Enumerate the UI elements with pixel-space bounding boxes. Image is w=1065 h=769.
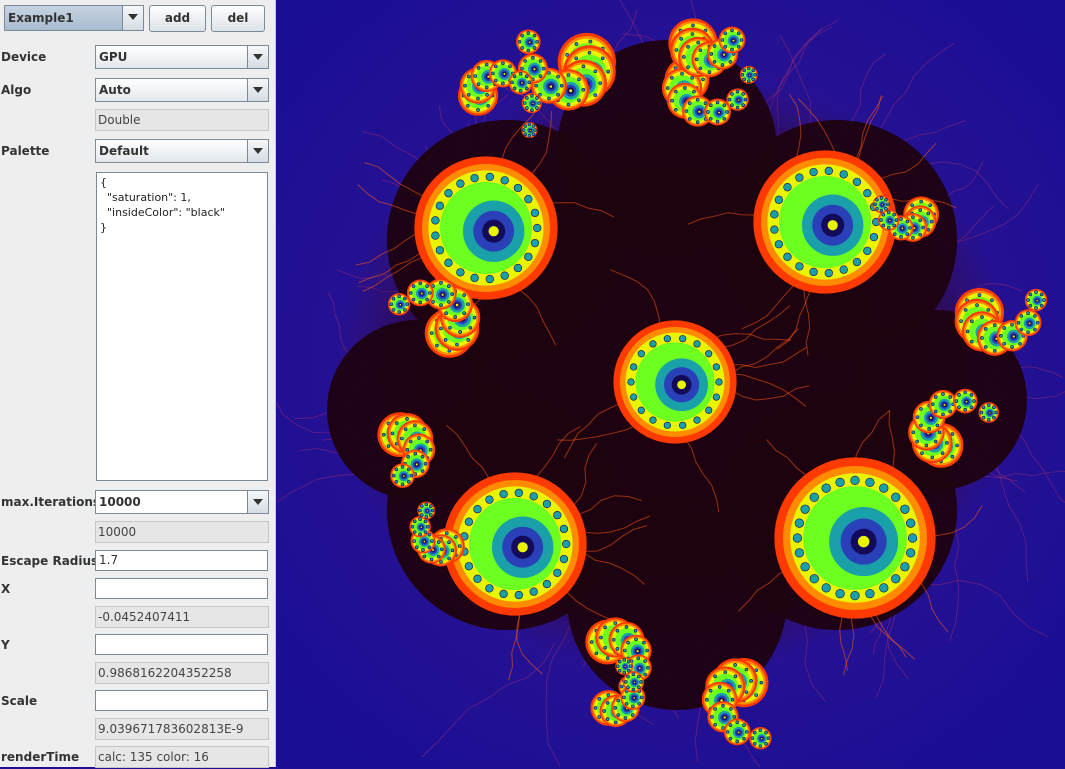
add-button[interactable]: add [149,5,206,32]
render-time-label: renderTime [1,745,79,769]
algo-select[interactable]: Auto [95,78,269,102]
y-display: 0.9868162204352258 [95,662,269,684]
preset-select-value: Example1 [8,6,74,30]
fractal-bulb [522,93,542,113]
chevron-down-icon[interactable] [247,140,268,162]
fractal-bulb [978,402,999,423]
scale-display: 9.039671783602813E-9 [95,718,269,740]
fractal-bulb [407,279,434,306]
escape-radius-label: Escape Radius [1,549,98,573]
chevron-down-icon[interactable] [247,79,268,101]
control-panel: Example1 add del Device GPU Algo Auto Do… [0,0,276,767]
y-label: Y [1,633,10,657]
fractal-bulb [1025,289,1047,311]
palette-select[interactable]: Default [95,139,269,163]
render-time-display: calc: 135 color: 16 [95,746,269,768]
max-iterations-select[interactable]: 10000 [95,490,269,514]
fractal-bulb [724,718,751,745]
device-select-value: GPU [99,46,127,68]
chevron-down-icon[interactable] [122,6,143,30]
palette-label: Palette [1,139,49,163]
fractal-bulb [509,70,533,94]
scale-input[interactable] [95,690,268,711]
max-iterations-value: 10000 [99,491,141,513]
algo-select-value: Auto [99,79,131,101]
chevron-down-icon[interactable] [247,46,268,68]
y-input[interactable] [95,634,268,655]
x-display: -0.0452407411 [95,606,269,628]
iterations-display: 10000 [95,521,269,543]
fractal-bulb [1015,309,1042,336]
palette-config-textarea[interactable]: { "saturation": 1, "insideColor": "black… [96,172,268,481]
palette-select-value: Default [99,140,149,162]
fractal-bulb [726,88,748,110]
fractal-bulb [740,66,758,84]
preset-select[interactable]: Example1 [4,5,144,31]
fractal-bulb [521,122,537,138]
fractal-bulb [613,320,736,443]
escape-radius-input[interactable]: 1.7 [95,550,268,571]
algo-precision-display: Double [95,109,269,131]
device-label: Device [1,45,46,69]
fractal-canvas[interactable] [277,0,1065,767]
fractal-bulb [749,727,771,749]
fractal-bulb [390,463,415,488]
fractal-bulb [516,29,541,54]
algo-label: Algo [1,78,31,102]
fractal-bulb [388,293,410,315]
fractal-bulb [719,27,746,54]
max-iterations-label: max.Iterations [1,490,100,514]
del-button[interactable]: del [211,5,265,32]
x-label: X [1,577,10,601]
fractal-bulb [753,150,896,293]
chevron-down-icon[interactable] [247,491,268,513]
fractal-bulb [774,457,935,618]
device-select[interactable]: GPU [95,45,269,69]
scale-label: Scale [1,689,37,713]
fractal-bulb [615,657,633,675]
fractal-bulb [417,502,435,520]
fractal-bulb [872,195,890,213]
fractal-bulb [414,156,557,299]
fractal-bulb [929,390,958,419]
fractal-bulb [443,472,586,615]
x-input[interactable] [95,578,268,599]
fractal-bulb [953,389,978,414]
